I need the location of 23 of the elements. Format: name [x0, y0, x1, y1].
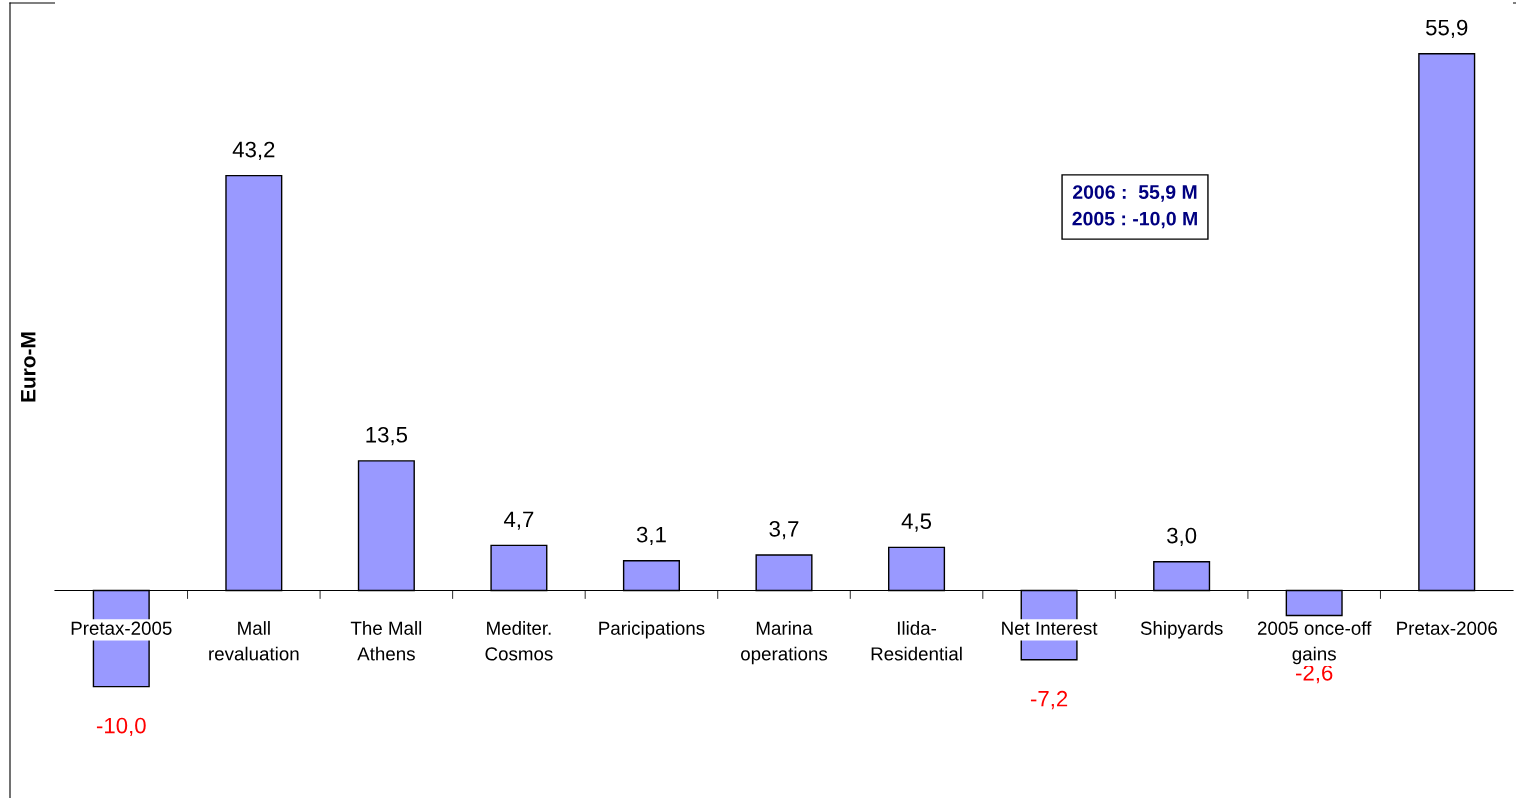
x-tick-label: Mall revaluation	[209, 621, 299, 661]
x-tick-label: Pretax-2006	[1397, 621, 1497, 635]
x-tick-label: Marina operations	[741, 621, 828, 665]
data-label: -7,2	[1030, 690, 1068, 710]
data-label: 4,7	[503, 511, 534, 530]
data-label: 13,5	[366, 426, 408, 446]
x-tick-label: Paricipations	[599, 621, 705, 639]
data-label: 3,1	[636, 526, 666, 546]
x-tick-label: 2005 once-off gains	[1257, 621, 1372, 665]
data-label: 55,9	[1425, 19, 1468, 39]
annotation: 2006 : 55,9 M 2005 : -10,0 M	[1072, 185, 1197, 229]
x-tick-label: The Mall Athens	[350, 621, 422, 661]
data-label: 3,0	[1167, 527, 1197, 547]
y-axis-title: Euro-M	[21, 332, 36, 402]
x-tick-label: Shipyards	[1140, 621, 1223, 639]
data-label: -10,0	[96, 717, 146, 737]
data-label: 4,5	[901, 513, 932, 532]
data-label: 3,7	[769, 521, 799, 540]
x-tick-label: Pretax-2005	[71, 621, 172, 635]
x-tick-label: Ilida- Residential	[871, 621, 962, 661]
x-tick-label: Net Interest	[1002, 621, 1098, 635]
x-tick-label: Mediter. Cosmos	[485, 621, 553, 661]
data-label: 43,2	[232, 141, 275, 160]
